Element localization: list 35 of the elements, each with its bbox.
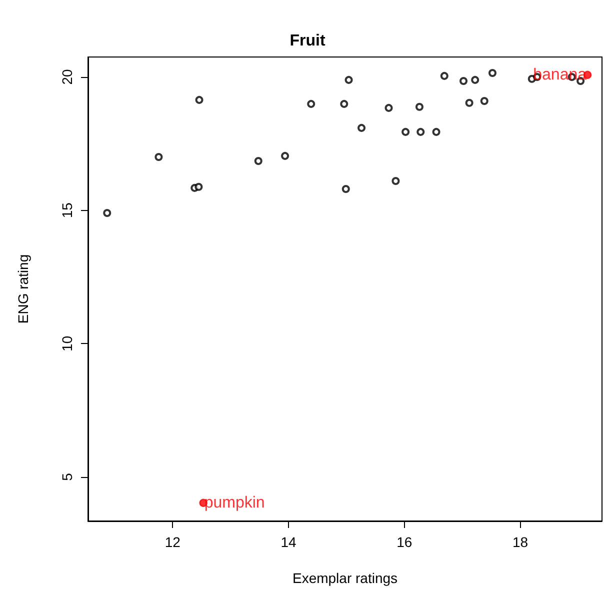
annotation: pumpkin — [204, 494, 265, 512]
point — [195, 96, 204, 104]
x-tick-label: 16 — [396, 534, 412, 550]
point — [402, 128, 410, 136]
point — [392, 177, 400, 185]
point — [342, 185, 350, 193]
point — [440, 72, 448, 80]
point — [465, 98, 474, 107]
point — [340, 100, 348, 108]
y-axis-title: ENG rating — [15, 254, 31, 324]
chart-title: Fruit — [290, 32, 326, 50]
y-tick-label: 5 — [59, 472, 75, 481]
y-tick-label: 20 — [59, 69, 75, 85]
point — [416, 128, 425, 136]
point — [307, 100, 316, 108]
y-tick-label: 10 — [59, 336, 75, 352]
point — [154, 153, 163, 161]
point — [471, 76, 480, 84]
point — [281, 152, 290, 160]
point — [432, 128, 440, 136]
point — [480, 97, 488, 105]
point — [358, 124, 366, 132]
point — [194, 182, 203, 191]
point — [103, 209, 112, 217]
point — [415, 102, 424, 111]
x-tick-label: 14 — [280, 534, 296, 550]
x-axis-title: Exemplar ratings — [292, 570, 398, 586]
x-tick-label: 18 — [512, 534, 528, 550]
point — [344, 76, 353, 84]
x-tick-label: 12 — [164, 534, 181, 550]
y-tick-label: 15 — [59, 202, 75, 218]
point — [254, 157, 262, 165]
point — [460, 77, 468, 85]
point — [488, 69, 496, 77]
point — [384, 104, 393, 112]
